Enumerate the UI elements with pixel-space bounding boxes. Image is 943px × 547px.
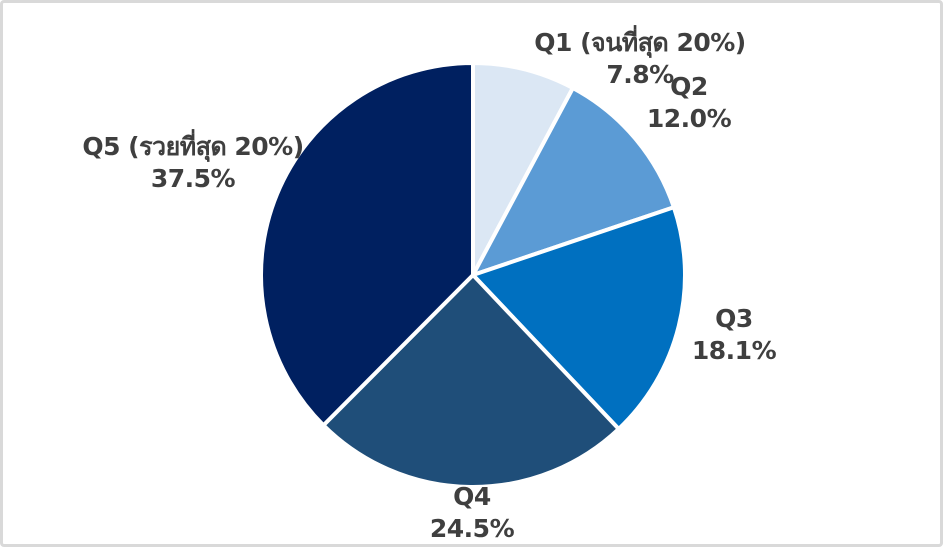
- slice-value-q1: 7.8%: [606, 60, 674, 89]
- pie-svg: [259, 61, 687, 489]
- slice-label-q5: Q5 (รวยที่สุด 20%) 37.5%: [82, 131, 304, 195]
- slice-name-q4: Q4: [453, 482, 491, 511]
- slice-name-q2: Q2: [670, 72, 708, 101]
- pie-slice-q2: [471, 86, 676, 277]
- slice-value-q4: 24.5%: [429, 514, 515, 543]
- slice-label-q3: Q3 18.1%: [691, 303, 777, 367]
- pie-slice-q1: [471, 61, 575, 277]
- pie-slice-q4: [321, 273, 621, 489]
- slice-value-q3: 18.1%: [691, 336, 777, 365]
- slice-label-q1: Q1 (จนที่สุด 20%) 7.8%: [534, 27, 746, 91]
- slice-name-q3: Q3: [715, 304, 753, 333]
- pie-slice-q5: [259, 61, 475, 428]
- slice-value-q5: 37.5%: [150, 164, 236, 193]
- slice-label-q2: Q2 12.0%: [646, 71, 732, 135]
- slice-value-q2: 12.0%: [646, 104, 732, 133]
- slice-name-q5: Q5 (รวยที่สุด 20%): [82, 132, 304, 161]
- slice-name-q1: Q1 (จนที่สุด 20%): [534, 28, 746, 57]
- pie-slice-q3: [471, 205, 687, 431]
- slice-label-q4: Q4 24.5%: [429, 481, 515, 544]
